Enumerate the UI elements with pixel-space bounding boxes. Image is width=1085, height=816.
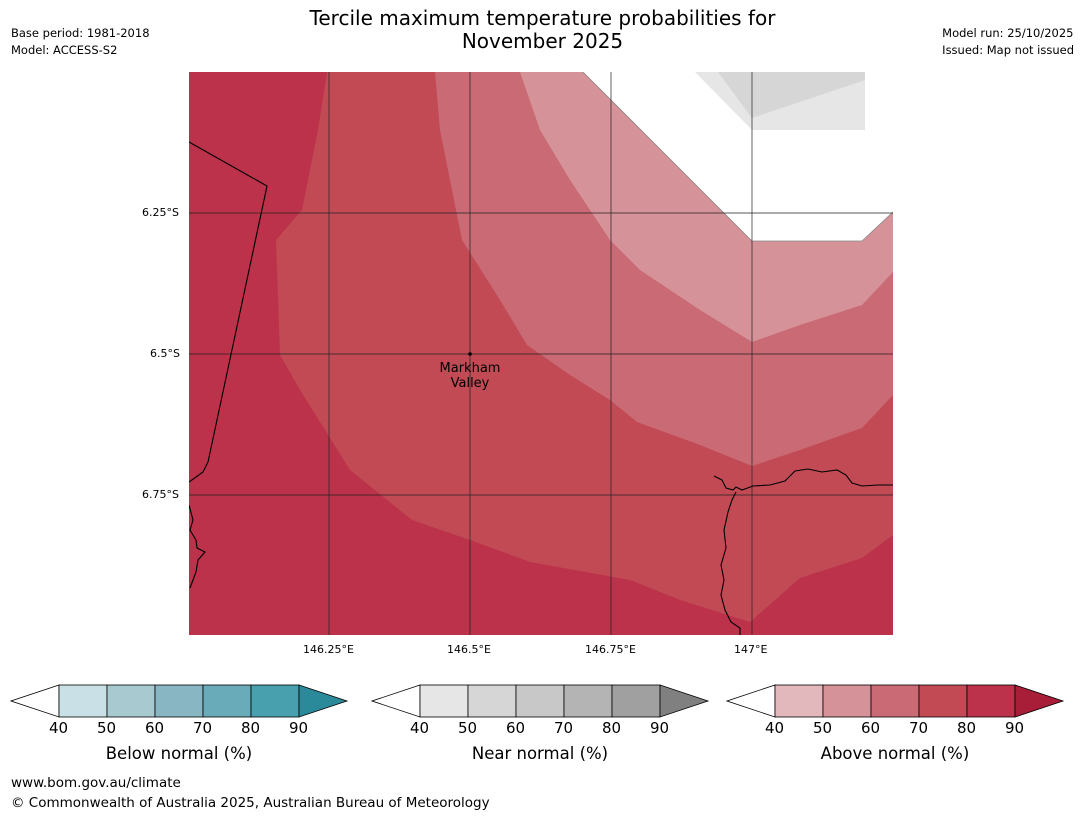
legend-above-bar	[725, 684, 1065, 718]
legend-above: 40 50 60 70 80 90 Above normal (%)	[725, 684, 1066, 763]
coastlines	[189, 141, 893, 635]
legend-near-bar	[370, 684, 710, 718]
probability-fields	[189, 72, 893, 635]
legend-swatch	[515, 684, 565, 718]
forecast-map	[189, 72, 893, 635]
legend-swatch	[822, 684, 872, 718]
lon-label-146-25: 146.25°E	[303, 643, 354, 656]
legend-lower-extend	[725, 684, 776, 718]
legend-swatch	[250, 684, 300, 718]
legend-swatch	[106, 684, 156, 718]
legend-above-tick-50: 50	[813, 719, 833, 737]
legend-below-tick-60: 60	[145, 719, 165, 737]
legend-swatch	[467, 684, 517, 718]
title-line-2: November 2025	[461, 29, 624, 53]
legend-swatch	[154, 684, 204, 718]
lat-label-6-5: 6.5°S	[150, 347, 180, 360]
lat-label-6-25: 6.25°S	[142, 206, 179, 219]
footer-url: www.bom.gov.au/climate	[11, 775, 181, 791]
legend-swatch	[563, 684, 613, 718]
legend-upper-extend	[659, 684, 710, 718]
legend-near-tick-80: 80	[602, 719, 622, 737]
legend-near-tick-70: 70	[554, 719, 574, 737]
legend-swatch	[202, 684, 252, 718]
near-50-region	[718, 72, 865, 118]
place-label-line-1: Markham	[439, 361, 501, 376]
legend-swatch	[611, 684, 661, 718]
legend-above-tick-90: 90	[1005, 719, 1025, 737]
legend-near-tick-50: 50	[458, 719, 478, 737]
issued-text: Issued: Map not issued	[942, 43, 1074, 57]
legend-near: 40 50 60 70 80 90 Near normal (%)	[370, 684, 711, 763]
legend-below-bar	[9, 684, 349, 718]
base-period-text: Base period: 1981-2018	[11, 26, 150, 40]
legend-near-label: Near normal (%)	[471, 744, 609, 763]
legend-near-tick-40: 40	[410, 719, 430, 737]
lon-label-146-5: 146.5°E	[447, 643, 491, 656]
footer-copyright: © Commonwealth of Australia 2025, Austra…	[11, 795, 490, 811]
legend-swatch	[419, 684, 469, 718]
western-coastline	[189, 504, 206, 589]
huon-gulf-coastline	[713, 468, 893, 491]
legend-upper-extend	[298, 684, 349, 718]
eastern-coastline	[720, 491, 741, 635]
legend-near-tick-90: 90	[650, 719, 670, 737]
legend-lower-extend	[9, 684, 60, 718]
legend-swatch	[774, 684, 824, 718]
legend-upper-extend	[1014, 684, 1065, 718]
legend-near-tick-60: 60	[506, 719, 526, 737]
legend-above-tick-70: 70	[909, 719, 929, 737]
legend-below-tick-80: 80	[241, 719, 261, 737]
no-data-outline	[582, 72, 893, 242]
legend-below-tick-90: 90	[289, 719, 309, 737]
legend-below-tick-50: 50	[97, 719, 117, 737]
lon-label-146-75: 146.75°E	[585, 643, 636, 656]
lon-label-147: 147°E	[734, 643, 768, 656]
model-text: Model: ACCESS-S2	[11, 43, 118, 57]
markham-valley-marker	[468, 352, 472, 356]
legend-below-tick-40: 40	[49, 719, 69, 737]
legend-below-tick-70: 70	[193, 719, 213, 737]
place-label: Markham Valley	[420, 361, 520, 391]
header-meta-right: Model run: 25/10/2025 Issued: Map not is…	[942, 25, 1074, 59]
legend-above-tick-60: 60	[861, 719, 881, 737]
legend-below-label: Below normal (%)	[105, 744, 253, 763]
header-meta-left: Base period: 1981-2018 Model: ACCESS-S2	[11, 25, 150, 59]
legend-swatch	[918, 684, 968, 718]
legend-above-label: Above normal (%)	[820, 744, 970, 763]
legend-swatch	[58, 684, 108, 718]
model-run-text: Model run: 25/10/2025	[942, 26, 1074, 40]
lat-label-6-75: 6.75°S	[142, 488, 179, 501]
province-border	[189, 141, 268, 483]
title-line-1: Tercile maximum temperature probabilitie…	[309, 6, 776, 30]
page-title: Tercile maximum temperature probabilitie…	[0, 7, 1085, 53]
legend-lower-extend	[370, 684, 421, 718]
legend-below: 40 50 60 70 80 90 Below normal (%)	[9, 684, 350, 763]
legend-above-tick-40: 40	[765, 719, 785, 737]
legend-swatch	[966, 684, 1016, 718]
legend-above-tick-80: 80	[957, 719, 977, 737]
place-label-line-2: Valley	[450, 376, 490, 391]
legend-swatch	[870, 684, 920, 718]
